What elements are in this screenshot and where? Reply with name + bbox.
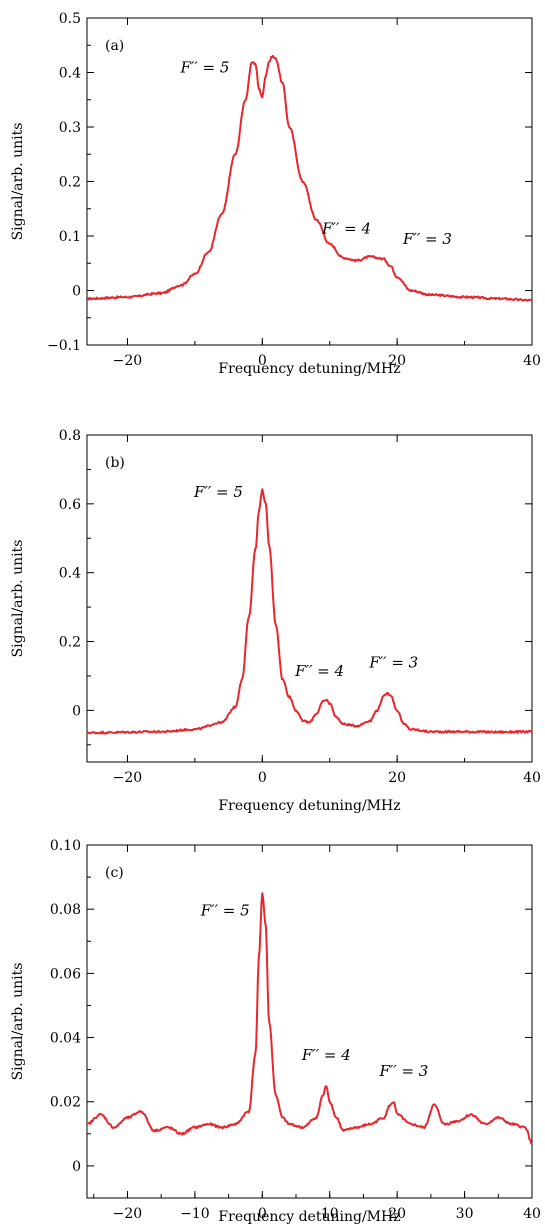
y-tick-label: 0.04	[50, 1031, 81, 1047]
peak-annotation: F′′ = 4	[301, 1046, 351, 1064]
chart-panel-1: −20 0 20 40 −0.1 0 0.1 0.2 0.3 0.4 0.5 Frequency de…	[10, 11, 541, 377]
panel-label: (b)	[105, 455, 125, 471]
y-tick-label: 0.02	[50, 1095, 81, 1111]
peak-annotation: F′′ = 5	[193, 483, 243, 501]
peak-annotation: F′′ = 4	[321, 219, 371, 237]
x-tick-label: 30	[456, 1206, 474, 1222]
y-tick-label: 0	[72, 284, 81, 300]
panel-label: (c)	[105, 865, 124, 881]
y-tick-label: 0.4	[59, 566, 81, 582]
plot-frame	[86, 17, 533, 346]
peak-annotation: F′′ = 3	[378, 1062, 428, 1080]
x-tick-label: −10	[180, 1206, 210, 1222]
series-line-1	[86, 54, 533, 302]
x-tick-label: 0	[258, 353, 267, 369]
x-tick-label: 40	[523, 770, 541, 786]
panel-label: (a)	[105, 38, 124, 54]
y-tick-label: 0.8	[59, 428, 81, 444]
y-tick-label: 0.10	[50, 838, 81, 854]
plot-frame	[86, 844, 533, 1199]
peak-annotation: F′′ = 4	[294, 662, 344, 680]
y-tick-label: 0.1	[59, 229, 81, 245]
x-tick-label: 10	[321, 1206, 339, 1222]
y-axis-label: Signal/arb. units	[10, 540, 26, 658]
x-tick-label: 40	[523, 353, 541, 369]
chart-panel-2: −20 0 20 40 0 0.2 0.4 0.6 0.8 Frequency detuning/…	[10, 428, 541, 814]
y-axis-label: Signal/arb. units	[10, 963, 26, 1081]
y-tick-label: 0	[72, 1159, 81, 1175]
plot-frame	[86, 434, 533, 763]
x-tick-label: 0	[258, 770, 267, 786]
y-tick-label: 0.08	[50, 902, 81, 918]
peak-annotation: F′′ = 5	[180, 59, 230, 77]
peak-annotation: F′′ = 3	[402, 230, 452, 248]
y-tick-label: 0.3	[59, 120, 81, 136]
series-line-1	[86, 892, 533, 1145]
y-tick-label: −0.1	[47, 338, 81, 354]
x-tick-label: −20	[113, 770, 143, 786]
x-tick-label: −20	[113, 353, 143, 369]
y-tick-label: 0	[72, 703, 81, 719]
x-tick-label: 40	[523, 1206, 541, 1222]
x-tick-label: −20	[113, 1206, 143, 1222]
peak-annotation: F′′ = 5	[200, 902, 250, 920]
y-tick-label: 0.2	[59, 175, 81, 191]
peak-annotation: F′′ = 3	[368, 653, 418, 671]
x-tick-label: 0	[258, 1206, 267, 1222]
x-axis-label: Frequency detuning/MHz	[218, 1209, 400, 1225]
y-tick-label: 0.6	[59, 497, 81, 513]
y-tick-label: 0.4	[59, 66, 81, 82]
x-tick-label: 20	[388, 353, 406, 369]
x-axis-label: Frequency detuning/MHz	[218, 798, 400, 814]
x-axis-label: Frequency detuning/MHz	[218, 361, 400, 377]
series-line-1	[86, 488, 533, 735]
chart-panel-3: −20 −10 0 10 20 30 40 0 0.02 0.04 0.06 0.08 0.10 Freq…	[10, 838, 541, 1225]
x-tick-label: 20	[388, 770, 406, 786]
y-tick-label: 0.2	[59, 635, 81, 651]
y-tick-label: 0.5	[59, 11, 81, 27]
y-tick-label: 0.06	[50, 966, 81, 982]
x-tick-label: 20	[388, 1206, 406, 1222]
y-axis-label: Signal/arb. units	[10, 123, 26, 241]
